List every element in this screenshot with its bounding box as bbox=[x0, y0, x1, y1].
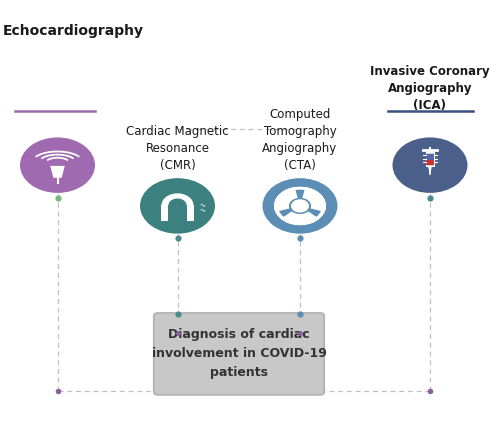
Ellipse shape bbox=[291, 199, 309, 213]
Text: Invasive Coronary
Angiography
(ICA): Invasive Coronary Angiography (ICA) bbox=[370, 65, 490, 112]
Ellipse shape bbox=[392, 137, 468, 193]
Text: Cardiac Magnetic
Resonance
(CMR): Cardiac Magnetic Resonance (CMR) bbox=[126, 125, 229, 172]
Polygon shape bbox=[428, 166, 432, 174]
Polygon shape bbox=[426, 154, 434, 160]
Polygon shape bbox=[426, 160, 434, 165]
Polygon shape bbox=[274, 187, 297, 212]
Text: Echocardiography: Echocardiography bbox=[2, 24, 144, 38]
Polygon shape bbox=[302, 187, 326, 212]
Polygon shape bbox=[50, 166, 64, 178]
Text: ~: ~ bbox=[196, 205, 206, 217]
Text: Diagnosis of cardiac
involvement in COVID-19
patients: Diagnosis of cardiac involvement in COVI… bbox=[152, 329, 326, 379]
Polygon shape bbox=[274, 187, 326, 225]
Ellipse shape bbox=[140, 178, 215, 234]
Polygon shape bbox=[280, 211, 320, 225]
Ellipse shape bbox=[20, 137, 95, 193]
Ellipse shape bbox=[262, 178, 338, 234]
Polygon shape bbox=[162, 205, 168, 221]
Polygon shape bbox=[186, 205, 194, 221]
Polygon shape bbox=[162, 193, 194, 205]
Polygon shape bbox=[426, 152, 434, 166]
FancyBboxPatch shape bbox=[154, 313, 324, 395]
Text: ~: ~ bbox=[196, 200, 206, 211]
Text: Computed
Tomography
Angiography
(CTA): Computed Tomography Angiography (CTA) bbox=[262, 108, 338, 172]
